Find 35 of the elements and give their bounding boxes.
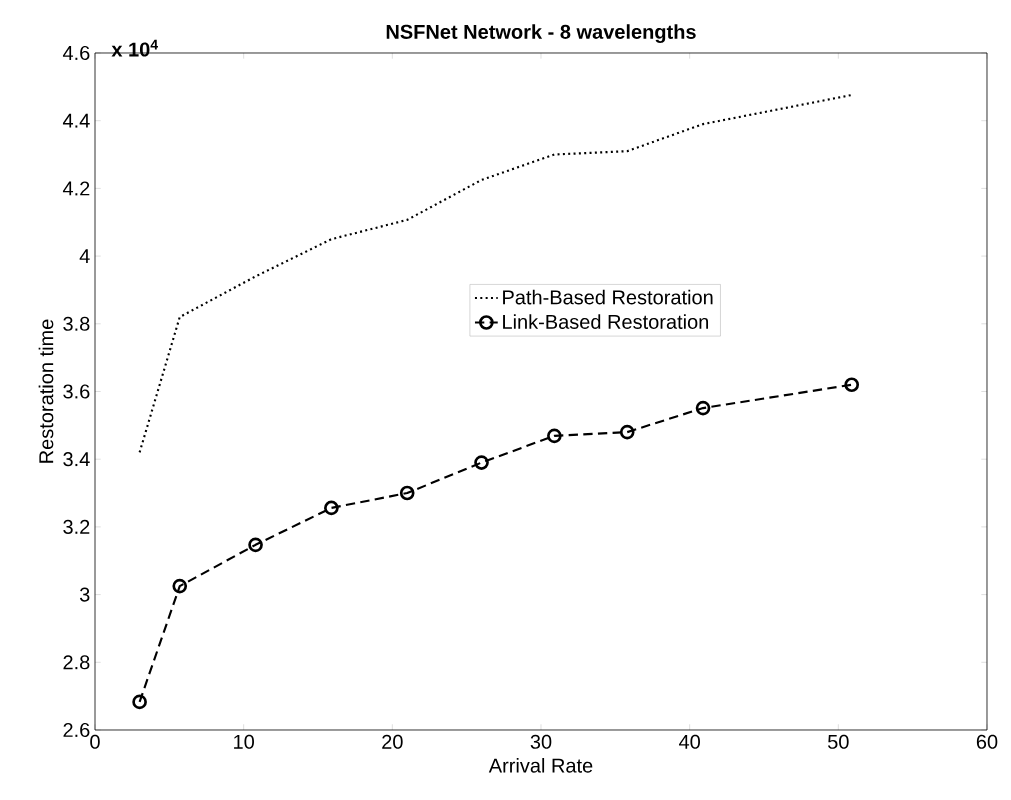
point (132, 694, 147, 710)
y-tick-label: 3.8 (63, 316, 90, 331)
y-tick-label: 4.2 (62, 181, 90, 196)
point (399, 485, 415, 501)
y-tick-label: 3 (79, 587, 90, 602)
x-tick-label: 40 (679, 734, 700, 749)
y-tick-label: 2.6 (63, 722, 90, 738)
y-tick-label: 2.8 (63, 655, 90, 670)
x-tick-label: 20 (382, 734, 403, 749)
point (324, 500, 339, 516)
x-tick-label: 0 (90, 734, 100, 749)
y-axis-title: Restoration time (38, 319, 54, 463)
legend-label: Link-Based Restoration (503, 314, 709, 329)
y-tick-label: 4.6 (62, 45, 90, 61)
x-tick-label: 10 (234, 734, 254, 749)
x-axis-title: Arrival Rate (488, 758, 593, 773)
point (474, 455, 489, 470)
y-tick-label: 4.4 (62, 113, 90, 128)
y-tick-label: 4 (79, 249, 90, 263)
line-series (138, 93, 853, 454)
legend-label: Path-Based Restoration (503, 289, 713, 305)
x-tick-label: 60 (976, 734, 998, 749)
point (547, 428, 562, 444)
x-tick-label: 50 (828, 734, 849, 749)
point (172, 578, 188, 594)
point (619, 424, 635, 440)
x-tick-label: 30 (530, 734, 552, 749)
point (695, 400, 711, 416)
point (248, 537, 263, 553)
y-tick-label: 3.4 (63, 452, 90, 467)
y-tick-label: 3.2 (63, 519, 90, 534)
chart-title: NSFNet Network - 8 wavelengths (386, 24, 696, 43)
point (844, 377, 860, 393)
annotation: x 10$^{4}$ (111, 39, 159, 57)
y-tick-label: 3.6 (63, 384, 90, 399)
